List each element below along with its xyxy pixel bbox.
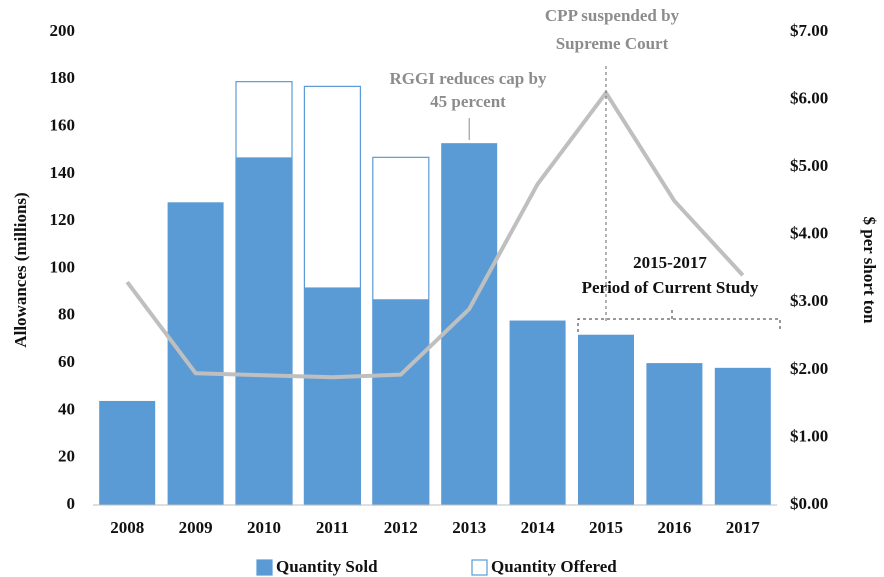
price-line: [125, 90, 745, 380]
x-tick-label: 2009: [179, 518, 213, 537]
y2-axis-label: $ per short ton: [860, 217, 879, 324]
x-tick-label: 2008: [110, 518, 144, 537]
annotation-bracket: [577, 309, 781, 332]
y-axis-label: Allowances (millions): [11, 192, 30, 347]
y2-tick-label: $3.00: [790, 291, 828, 310]
y-tick-label: 180: [50, 68, 76, 87]
y-tick-label: 100: [50, 257, 76, 276]
x-tick-label: 2016: [657, 518, 691, 537]
x-tick-label: 2012: [384, 518, 418, 537]
annotation: CPP suspended by: [545, 6, 680, 25]
bar: [372, 299, 429, 505]
bar: [99, 400, 156, 505]
bar: [646, 363, 703, 505]
x-tick-label: 2015: [589, 518, 623, 537]
y2-tick-label: $2.00: [790, 359, 828, 378]
bar: [714, 367, 771, 505]
legend-swatch: [256, 559, 273, 576]
bar: [236, 157, 292, 505]
annotation: 2015-2017: [633, 253, 707, 272]
y2-tick-label: $5.00: [790, 156, 828, 175]
y2-tick-label: $7.00: [790, 21, 828, 40]
y-tick-label: 200: [50, 21, 76, 40]
bar: [441, 143, 498, 505]
bar: [578, 334, 634, 505]
x-tick-label: 2010: [247, 518, 281, 537]
y-tick-label: 20: [58, 447, 75, 466]
annotation: RGGI reduces cap by: [390, 69, 547, 88]
y-tick-label: 160: [50, 116, 76, 135]
bar: [304, 287, 361, 505]
x-tick-label: 2017: [726, 518, 761, 537]
y-tick-label: 140: [50, 163, 76, 182]
annotation: Period of Current Study: [582, 278, 759, 297]
y-tick-label: 80: [58, 305, 75, 324]
x-tick-label: 2013: [452, 518, 486, 537]
y-tick-label: 0: [67, 494, 76, 513]
legend-label: Quantity Sold: [276, 557, 378, 576]
x-tick-label: 2011: [316, 518, 349, 537]
y-tick-label: 40: [58, 399, 75, 418]
y-tick-label: 120: [50, 210, 76, 229]
y2-tick-label: $1.00: [790, 426, 828, 445]
legend-label: Quantity Offered: [491, 557, 617, 576]
y-tick-label: 60: [58, 352, 75, 371]
annotation: 45 percent: [430, 92, 506, 111]
bar: [167, 202, 224, 505]
y2-tick-label: $4.00: [790, 224, 828, 243]
legend-swatch: [471, 559, 488, 576]
x-tick-label: 2014: [521, 518, 556, 537]
y2-tick-label: $6.00: [790, 88, 828, 107]
annotation: Supreme Court: [556, 34, 669, 53]
bar: [509, 320, 566, 505]
y2-tick-label: $0.00: [790, 494, 828, 513]
